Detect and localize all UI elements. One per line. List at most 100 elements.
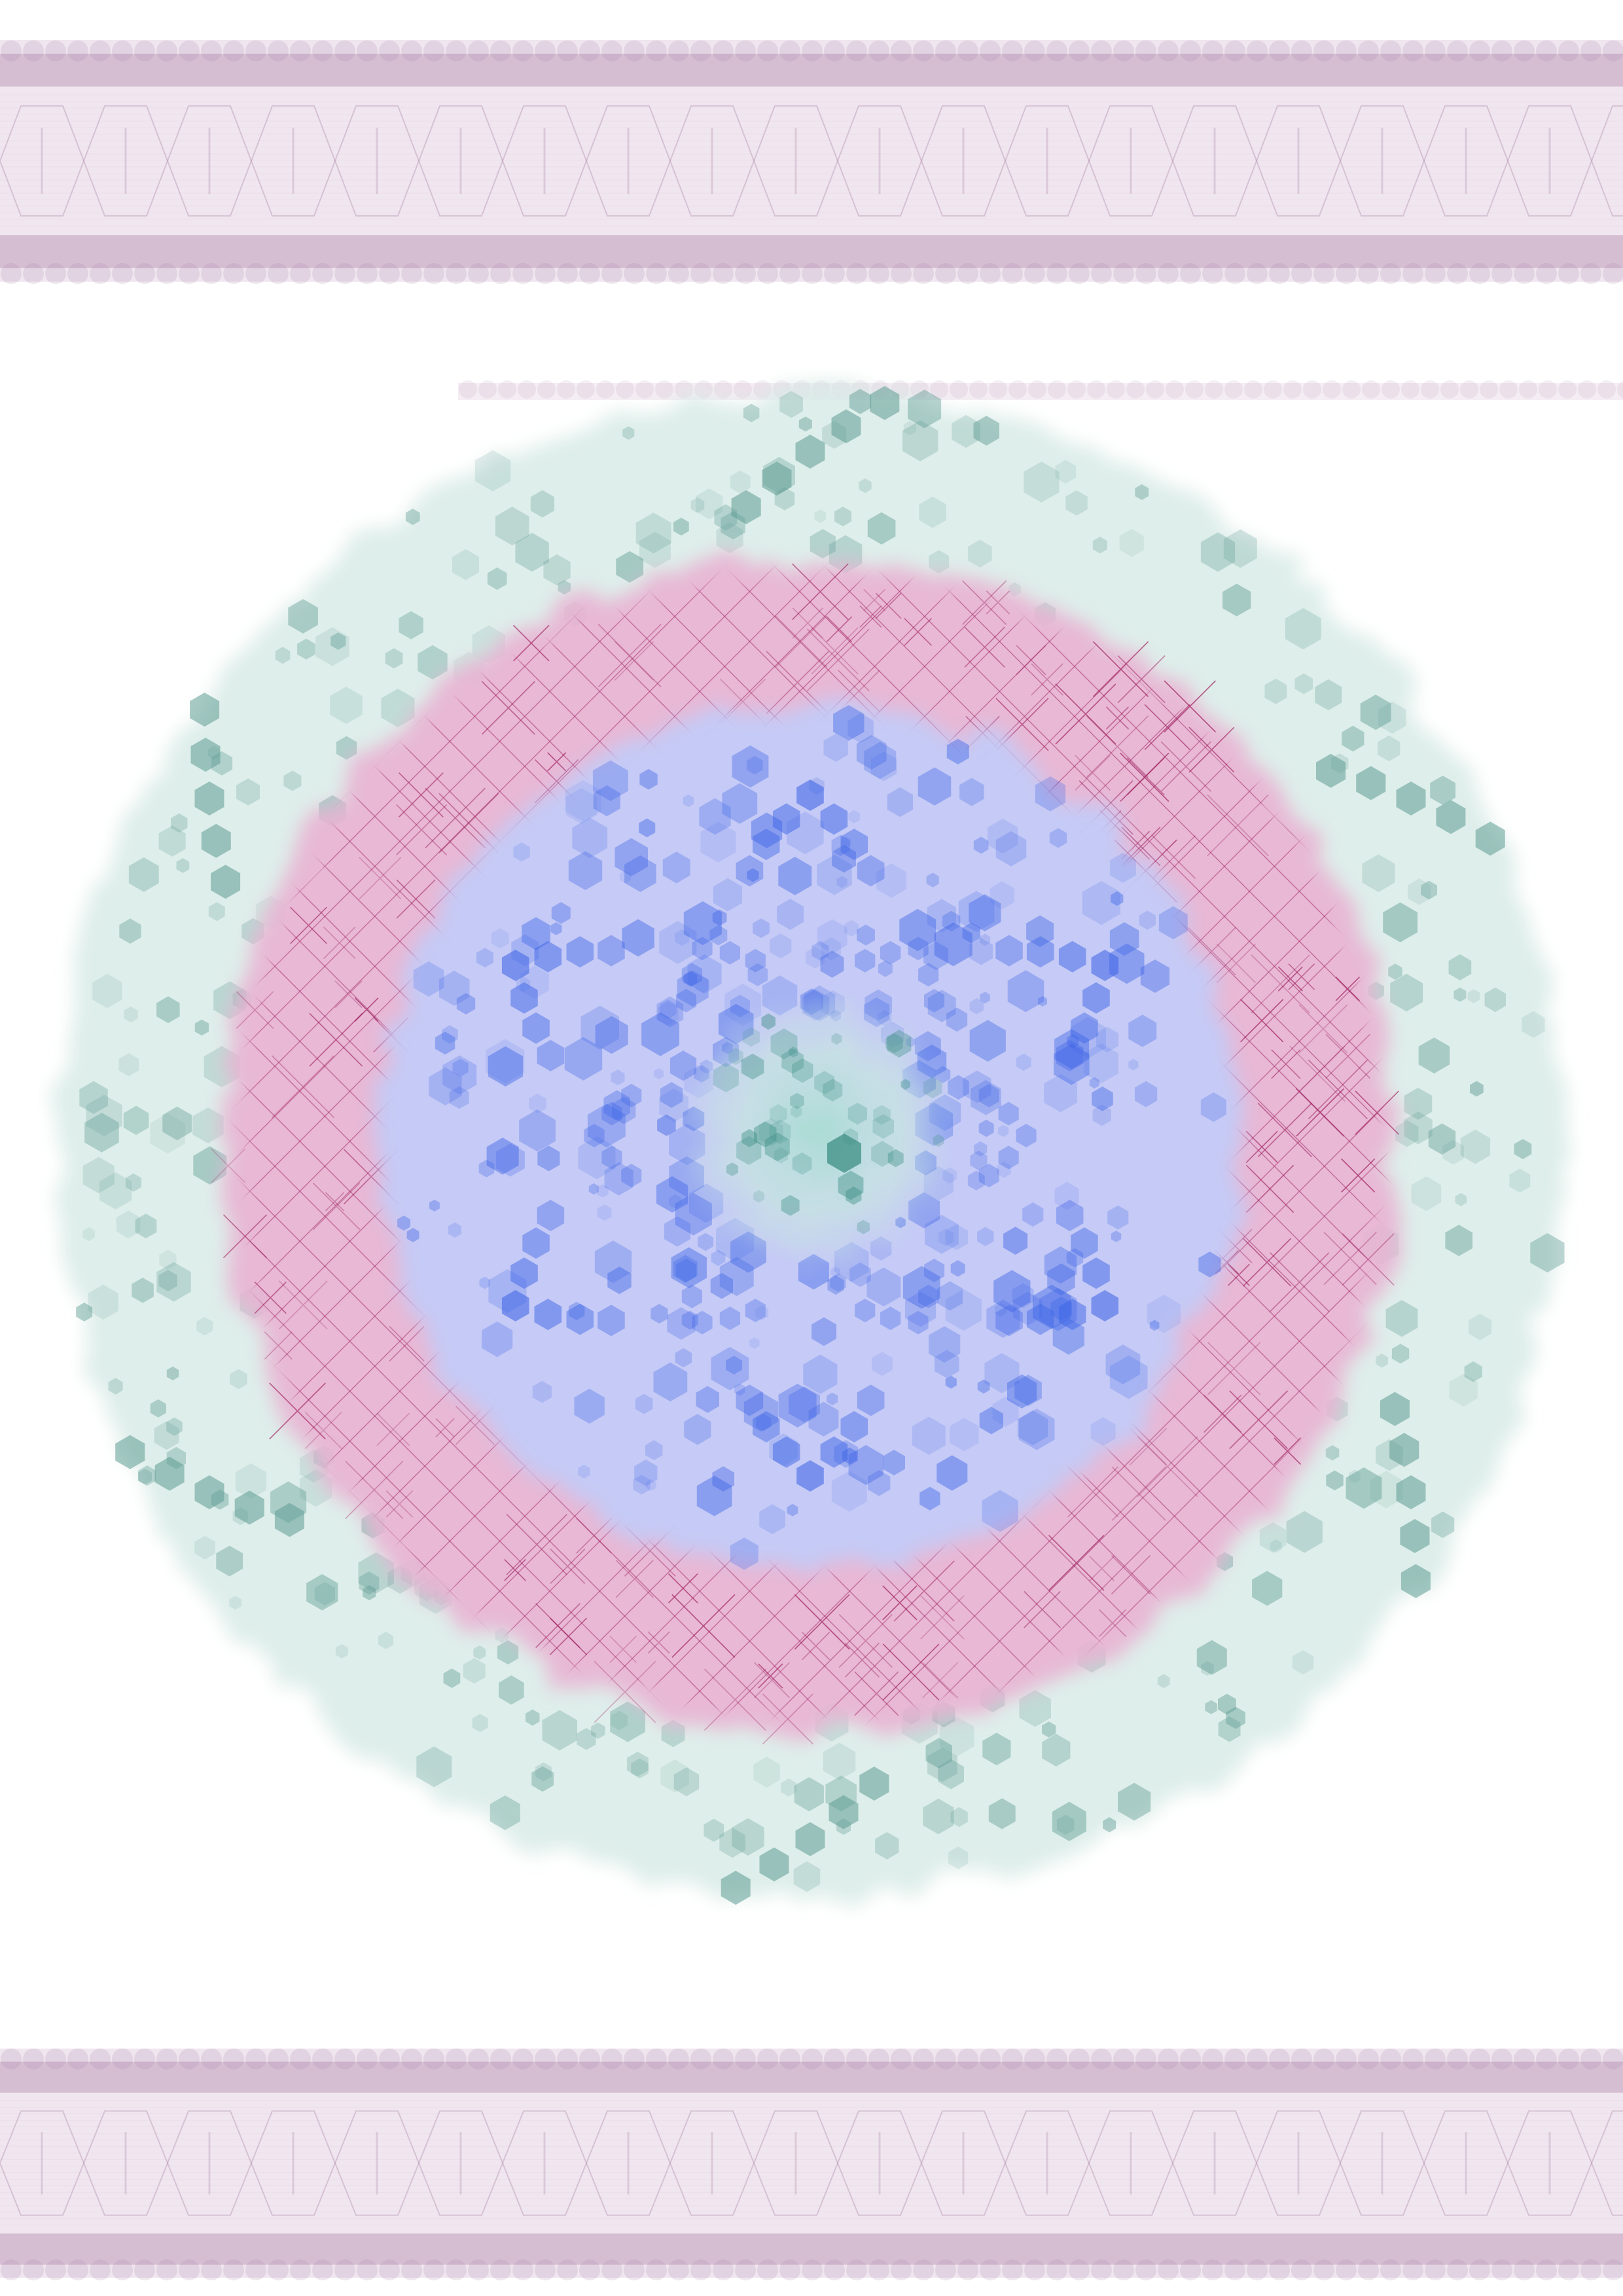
- scallop: [757, 40, 778, 62]
- scallop: [557, 2048, 578, 2070]
- star-sparkle: [1111, 1466, 1166, 1521]
- star-sparkle: [236, 991, 274, 1030]
- center-hexagon-layer: [713, 1013, 944, 1234]
- inner-chevron-hexagon: [692, 1310, 713, 1335]
- lattice-cell: [1507, 2110, 1593, 2216]
- lattice-cell: [1423, 2110, 1509, 2216]
- inner-hexagon: [1014, 1374, 1042, 1407]
- scallop: [1358, 263, 1379, 284]
- center-hexagon: [726, 1162, 738, 1177]
- inner-hexagon: [946, 738, 969, 764]
- scallop: [891, 2259, 912, 2281]
- scallop: [980, 263, 1001, 284]
- scallop: [779, 263, 800, 284]
- scallop: [1224, 2048, 1245, 2070]
- scallop: [535, 2259, 556, 2281]
- inner-hexagon: [639, 768, 658, 790]
- center-hexagon: [758, 1118, 783, 1147]
- scallop: [1158, 2259, 1179, 2281]
- inner-hexagon: [986, 1299, 1020, 1338]
- scallop: [1224, 40, 1245, 62]
- inner-hexagon: [596, 1184, 609, 1198]
- star-sparkle: [1152, 835, 1196, 879]
- inner-chevron-hexagon: [621, 1083, 642, 1107]
- inner-hexagon: [1018, 1408, 1055, 1450]
- scallop: [557, 2259, 578, 2281]
- center-hexagon: [736, 1136, 762, 1165]
- inner-hexagon: [659, 921, 697, 964]
- inner-hexagon: [700, 821, 736, 863]
- star-sparkle: [1288, 963, 1315, 990]
- inner-chevron-hexagon: [675, 1259, 696, 1283]
- scallop: [957, 263, 978, 284]
- inner-hexagon: [695, 977, 710, 994]
- center-hexagon: [827, 1134, 861, 1173]
- inner-hexagon: [1134, 1081, 1158, 1107]
- inner-chevron-hexagon: [537, 1039, 565, 1071]
- lattice-cell: [166, 105, 253, 217]
- star-sparkle: [1355, 1090, 1399, 1135]
- scallop: [1536, 40, 1557, 62]
- scallop: [1, 2259, 22, 2281]
- center-hexagon: [871, 1141, 894, 1167]
- inner-hexagon: [677, 970, 709, 1007]
- scallop: [1313, 40, 1334, 62]
- band-wash: [0, 40, 1623, 282]
- star-sparkle: [547, 752, 567, 772]
- inner-chevron-hexagon: [1071, 1012, 1098, 1044]
- inner-hexagon: [612, 1096, 636, 1124]
- inner-hexagon: [604, 1162, 633, 1196]
- scallop: [1603, 40, 1623, 62]
- inner-chevron-hexagon: [840, 1410, 868, 1443]
- scallop: [1291, 263, 1312, 284]
- inner-chevron-hexagon: [1026, 1303, 1054, 1335]
- scallop: [1491, 40, 1512, 62]
- inner-hexagon: [1054, 1181, 1079, 1210]
- scallop: [1313, 2259, 1334, 2281]
- inner-hexagon: [1016, 1053, 1031, 1071]
- inner-chevron-hexagon: [918, 1284, 939, 1308]
- scallop: [1580, 40, 1601, 62]
- inner-hexagon: [551, 902, 571, 924]
- inner-hexagon: [722, 783, 758, 824]
- lattice-cell: [82, 105, 169, 217]
- star-sparkle: [1120, 752, 1169, 802]
- scallop: [290, 2048, 311, 2070]
- inner-chevron-hexagon: [820, 1436, 848, 1468]
- inner-hexagon: [977, 1227, 994, 1246]
- star-sparkle: [1164, 680, 1216, 733]
- star-sparkle: [1144, 704, 1190, 751]
- inner-hexagon: [574, 1388, 605, 1424]
- scallop: [1, 40, 22, 62]
- inner-chevron-hexagon: [601, 1102, 622, 1126]
- scallop: [846, 40, 867, 62]
- star-sparkle: [396, 879, 436, 919]
- scallop: [468, 263, 489, 284]
- inner-hexagon: [1017, 1410, 1048, 1446]
- scallop: [535, 2048, 556, 2070]
- scallop: [379, 40, 400, 62]
- inner-hexagon: [529, 1093, 546, 1114]
- scallop: [90, 40, 111, 62]
- inner-hexagon: [980, 992, 990, 1003]
- scallop: [1402, 2259, 1423, 2281]
- star-sparkle: [921, 1662, 959, 1698]
- scallop: [1380, 40, 1401, 62]
- star-sparkle: [1245, 1130, 1278, 1163]
- scallop: [891, 40, 912, 62]
- scallop: [23, 2259, 44, 2281]
- scallop: [935, 263, 956, 284]
- scallop: [601, 2259, 622, 2281]
- inner-hexagon: [448, 1222, 461, 1238]
- scallop: [668, 263, 689, 284]
- center-hexagon: [846, 1186, 862, 1205]
- star-sparkle-layer: [211, 563, 1399, 1745]
- inner-hexagon: [1007, 1374, 1037, 1408]
- inner-hexagon: [787, 1503, 798, 1516]
- inner-hexagon: [945, 1376, 957, 1389]
- inner-chevron-hexagon: [1082, 1257, 1110, 1289]
- inner-chevron-hexagon: [753, 1410, 780, 1443]
- inner-hexagon: [769, 1433, 798, 1467]
- scallop: [1603, 2048, 1623, 2070]
- inner-hexagon: [831, 834, 850, 857]
